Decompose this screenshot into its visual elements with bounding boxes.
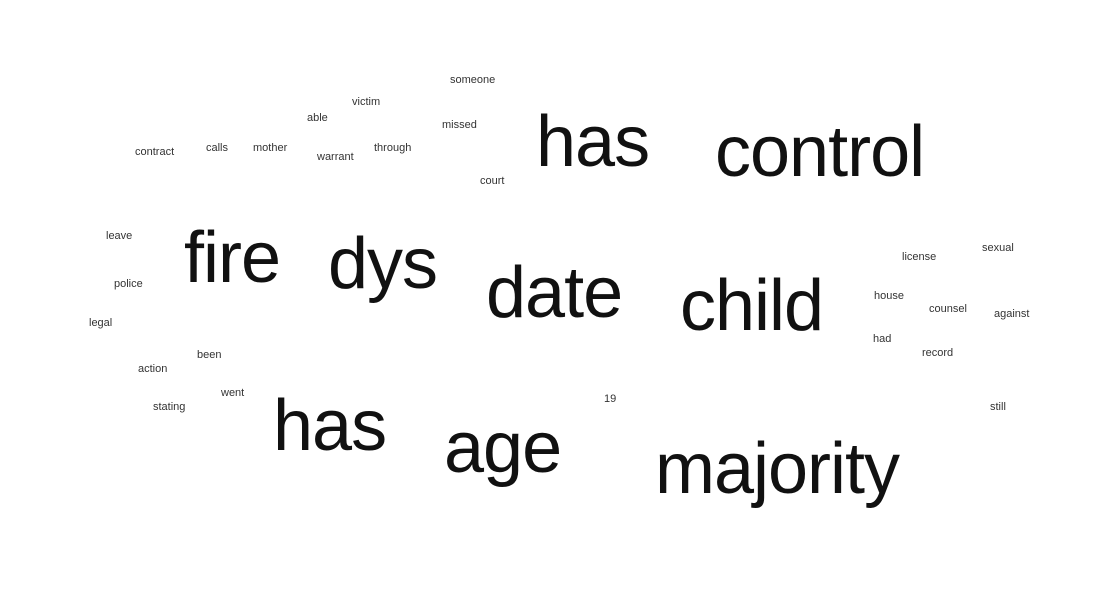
word-legal: legal	[89, 317, 113, 329]
word-had: had	[873, 333, 892, 345]
word-still: still	[990, 401, 1006, 413]
word-stating: stating	[153, 401, 186, 413]
word-leave: leave	[106, 230, 133, 242]
word-warrant: warrant	[317, 151, 354, 163]
word-control: control	[715, 112, 925, 192]
word-date: date	[486, 253, 623, 333]
word-has-bottom: has	[273, 386, 387, 466]
word-able: able	[307, 112, 328, 124]
word-age: age	[444, 408, 562, 488]
word-through: through	[374, 142, 412, 154]
word-contract: contract	[135, 146, 175, 158]
word-sexual: sexual	[982, 242, 1014, 254]
word-court: court	[480, 175, 505, 187]
word-fire: fire	[184, 218, 281, 298]
word-house: house	[874, 290, 904, 302]
word-counsel: counsel	[929, 303, 967, 315]
word-19: 19	[604, 393, 617, 405]
word-calls: calls	[206, 142, 229, 154]
word-mother: mother	[253, 142, 288, 154]
word-been: been	[197, 349, 222, 361]
word-against: against	[994, 308, 1030, 320]
word-missed: missed	[442, 119, 477, 131]
word-record: record	[922, 347, 954, 359]
word-went: went	[221, 387, 245, 399]
word-child: child	[680, 266, 824, 346]
word-license: license	[902, 251, 937, 263]
word-police: police	[114, 278, 143, 290]
word-action: action	[138, 363, 168, 375]
word-majority: majority	[655, 429, 900, 509]
word-has-top: has	[536, 102, 650, 182]
word-someone: someone	[450, 74, 496, 86]
word-victim: victim	[352, 96, 381, 108]
word-dys: dys	[328, 224, 438, 304]
